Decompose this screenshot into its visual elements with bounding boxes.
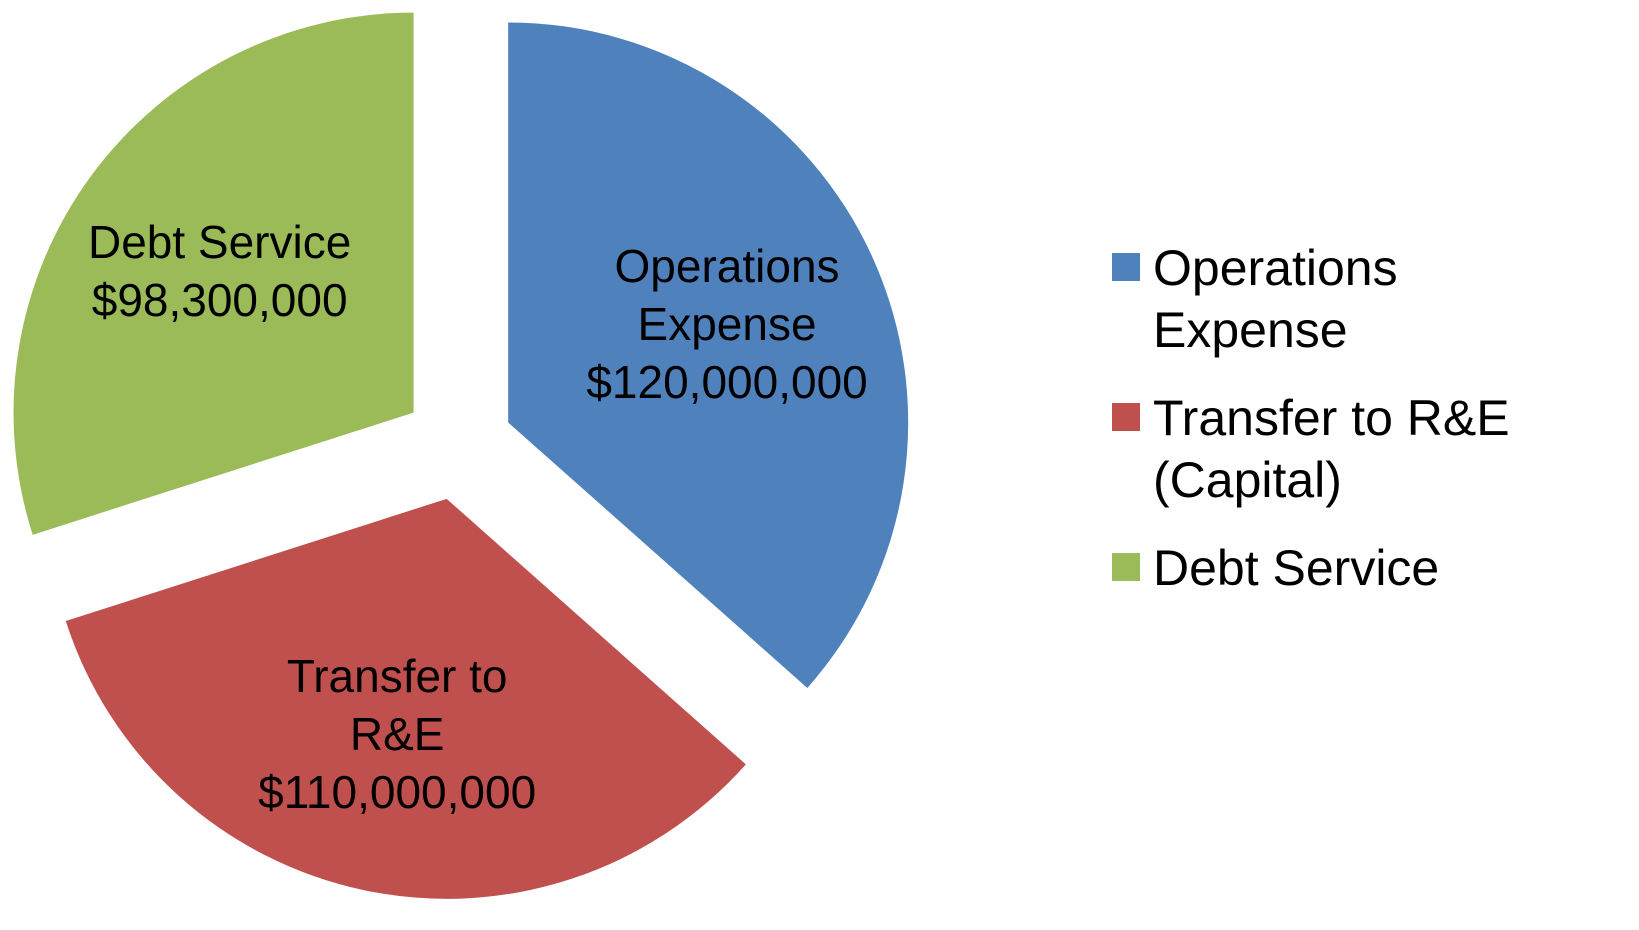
legend-swatch — [1112, 253, 1140, 281]
slice-label: Operations Expense $120,000,000 — [572, 237, 882, 411]
legend-swatch — [1112, 403, 1140, 431]
slice-label: Transfer to R&E $110,000,000 — [242, 647, 552, 821]
legend-label: Transfer to R&E (Capital) — [1153, 390, 1510, 508]
slice-label: Debt Service $98,300,000 — [65, 213, 375, 329]
slice-value: $120,000,000 — [586, 356, 868, 409]
pie-slice — [508, 22, 909, 688]
pie-slice — [13, 12, 414, 535]
legend-label: Debt Service — [1153, 540, 1440, 596]
slice-value: $98,300,000 — [91, 274, 348, 327]
pie-slice — [65, 498, 746, 899]
legend-label: Operations Expense — [1153, 240, 1398, 358]
legend-swatch — [1112, 553, 1140, 581]
slice-category: Debt Service — [87, 216, 352, 269]
slice-category: Operations Expense — [614, 240, 840, 351]
slice-value: $110,000,000 — [258, 765, 537, 818]
slice-category: Transfer to R&E — [286, 649, 508, 760]
